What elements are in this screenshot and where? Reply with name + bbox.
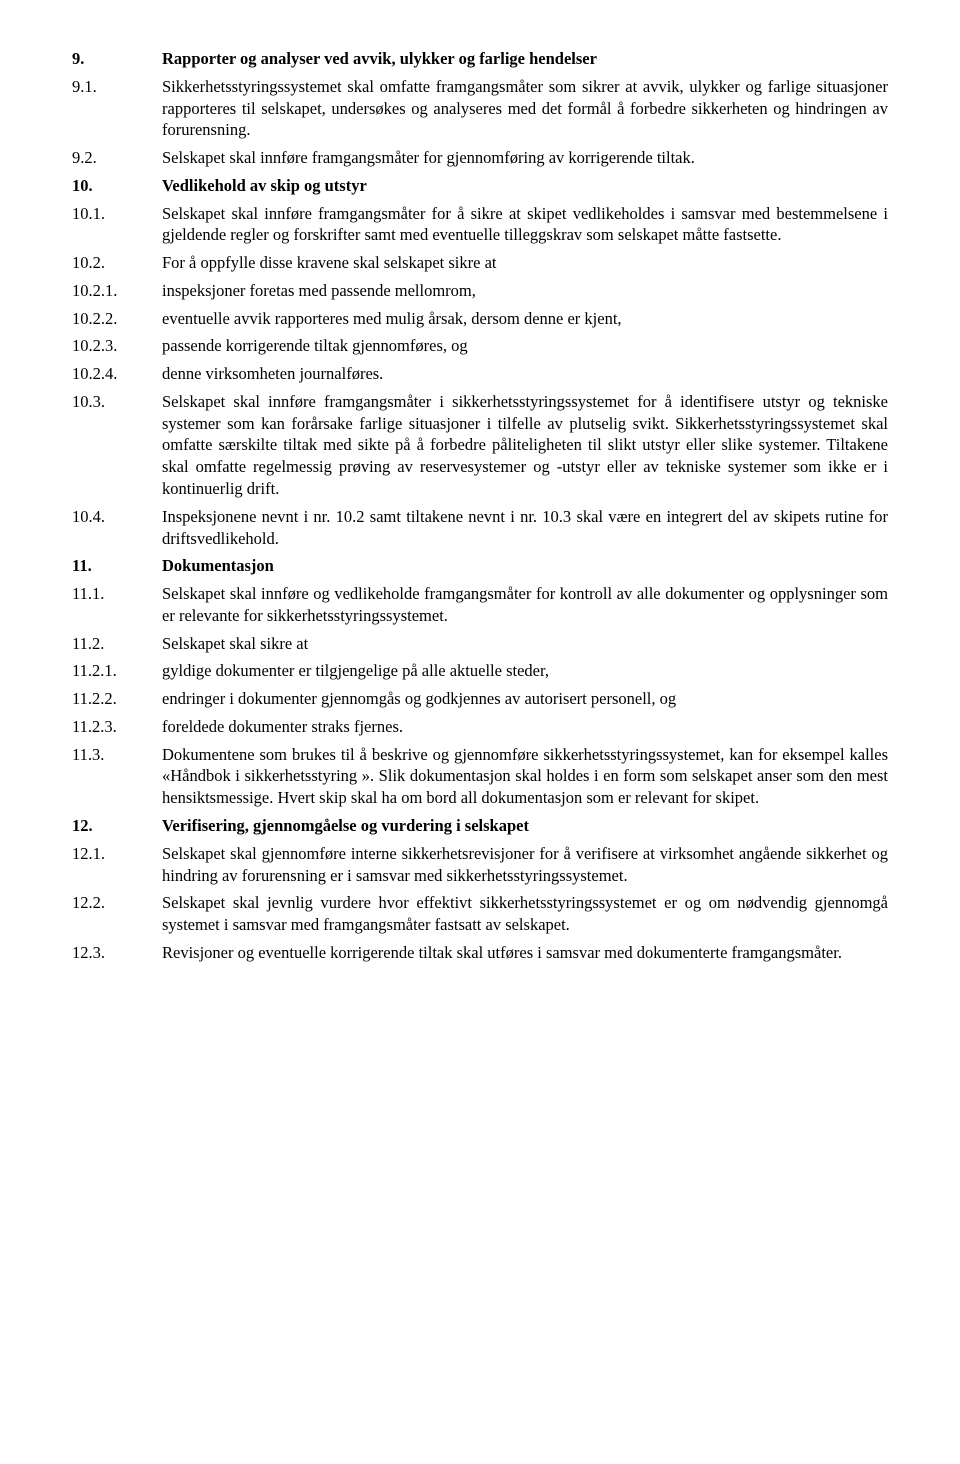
section-heading-row: 10.Vedlikehold av skip og utstyr: [72, 175, 888, 197]
item-number: 11.2.2.: [72, 688, 162, 710]
item-text: Selskapet skal innføre og vedlikeholde f…: [162, 583, 888, 627]
item-text: eventuelle avvik rapporteres med mulig å…: [162, 308, 888, 330]
section-heading-row: 11.Dokumentasjon: [72, 555, 888, 577]
item-text: Dokumentasjon: [162, 555, 888, 577]
paragraph-row: 11.1.Selskapet skal innføre og vedlikeho…: [72, 583, 888, 627]
paragraph-row: 11.2.Selskapet skal sikre at: [72, 633, 888, 655]
paragraph-row: 10.2.4.denne virksomheten journalføres.: [72, 363, 888, 385]
item-number: 11.: [72, 555, 162, 577]
item-text: passende korrigerende tiltak gjennomføre…: [162, 335, 888, 357]
item-text: Selskapet skal gjennomføre interne sikke…: [162, 843, 888, 887]
item-number: 10.2.1.: [72, 280, 162, 302]
item-text: Revisjoner og eventuelle korrigerende ti…: [162, 942, 888, 964]
item-number: 11.2.3.: [72, 716, 162, 738]
item-text: Sikkerhetsstyringssystemet skal omfatte …: [162, 76, 888, 141]
paragraph-row: 10.2.2.eventuelle avvik rapporteres med …: [72, 308, 888, 330]
item-number: 10.3.: [72, 391, 162, 413]
item-number: 9.2.: [72, 147, 162, 169]
paragraph-row: 10.1.Selskapet skal innføre framgangsmåt…: [72, 203, 888, 247]
item-text: Vedlikehold av skip og utstyr: [162, 175, 888, 197]
item-number: 12.: [72, 815, 162, 837]
item-number: 10.2.3.: [72, 335, 162, 357]
item-number: 9.1.: [72, 76, 162, 98]
item-number: 11.1.: [72, 583, 162, 605]
item-text: foreldede dokumenter straks fjernes.: [162, 716, 888, 738]
item-text: inspeksjoner foretas med passende mellom…: [162, 280, 888, 302]
item-number: 10.: [72, 175, 162, 197]
item-text: endringer i dokumenter gjennomgås og god…: [162, 688, 888, 710]
paragraph-row: 10.2.1.inspeksjoner foretas med passende…: [72, 280, 888, 302]
paragraph-row: 10.3.Selskapet skal innføre framgangsmåt…: [72, 391, 888, 500]
item-number: 10.4.: [72, 506, 162, 528]
item-text: Selskapet skal innføre framgangsmåter fo…: [162, 147, 888, 169]
item-number: 11.2.1.: [72, 660, 162, 682]
item-text: denne virksomheten journalføres.: [162, 363, 888, 385]
paragraph-row: 11.2.2.endringer i dokumenter gjennomgås…: [72, 688, 888, 710]
section-heading-row: 9.Rapporter og analyser ved avvik, ulykk…: [72, 48, 888, 70]
item-number: 10.2.2.: [72, 308, 162, 330]
item-text: Selskapet skal jevnlig vurdere hvor effe…: [162, 892, 888, 936]
paragraph-row: 12.2.Selskapet skal jevnlig vurdere hvor…: [72, 892, 888, 936]
paragraph-row: 9.2.Selskapet skal innføre framgangsmåte…: [72, 147, 888, 169]
section-heading-row: 12.Verifisering, gjennomgåelse og vurder…: [72, 815, 888, 837]
paragraph-row: 12.3.Revisjoner og eventuelle korrigeren…: [72, 942, 888, 964]
item-text: Rapporter og analyser ved avvik, ulykker…: [162, 48, 888, 70]
item-number: 12.2.: [72, 892, 162, 914]
paragraph-row: 11.3.Dokumentene som brukes til å beskri…: [72, 744, 888, 809]
paragraph-row: 10.2.For å oppfylle disse kravene skal s…: [72, 252, 888, 274]
item-text: For å oppfylle disse kravene skal selska…: [162, 252, 888, 274]
item-text: Inspeksjonene nevnt i nr. 10.2 samt tilt…: [162, 506, 888, 550]
item-text: gyldige dokumenter er tilgjengelige på a…: [162, 660, 888, 682]
paragraph-row: 12.1.Selskapet skal gjennomføre interne …: [72, 843, 888, 887]
paragraph-row: 10.4.Inspeksjonene nevnt i nr. 10.2 samt…: [72, 506, 888, 550]
document-body: 9.Rapporter og analyser ved avvik, ulykk…: [72, 48, 888, 964]
item-number: 12.3.: [72, 942, 162, 964]
paragraph-row: 9.1.Sikkerhetsstyringssystemet skal omfa…: [72, 76, 888, 141]
item-number: 11.2.: [72, 633, 162, 655]
item-number: 9.: [72, 48, 162, 70]
item-text: Selskapet skal innføre framgangsmåter i …: [162, 391, 888, 500]
item-number: 10.2.4.: [72, 363, 162, 385]
paragraph-row: 10.2.3.passende korrigerende tiltak gjen…: [72, 335, 888, 357]
paragraph-row: 11.2.3.foreldede dokumenter straks fjern…: [72, 716, 888, 738]
item-number: 11.3.: [72, 744, 162, 766]
item-number: 10.1.: [72, 203, 162, 225]
paragraph-row: 11.2.1.gyldige dokumenter er tilgjengeli…: [72, 660, 888, 682]
item-number: 12.1.: [72, 843, 162, 865]
item-text: Dokumentene som brukes til å beskrive og…: [162, 744, 888, 809]
item-text: Selskapet skal sikre at: [162, 633, 888, 655]
item-text: Verifisering, gjennomgåelse og vurdering…: [162, 815, 888, 837]
item-text: Selskapet skal innføre framgangsmåter fo…: [162, 203, 888, 247]
item-number: 10.2.: [72, 252, 162, 274]
